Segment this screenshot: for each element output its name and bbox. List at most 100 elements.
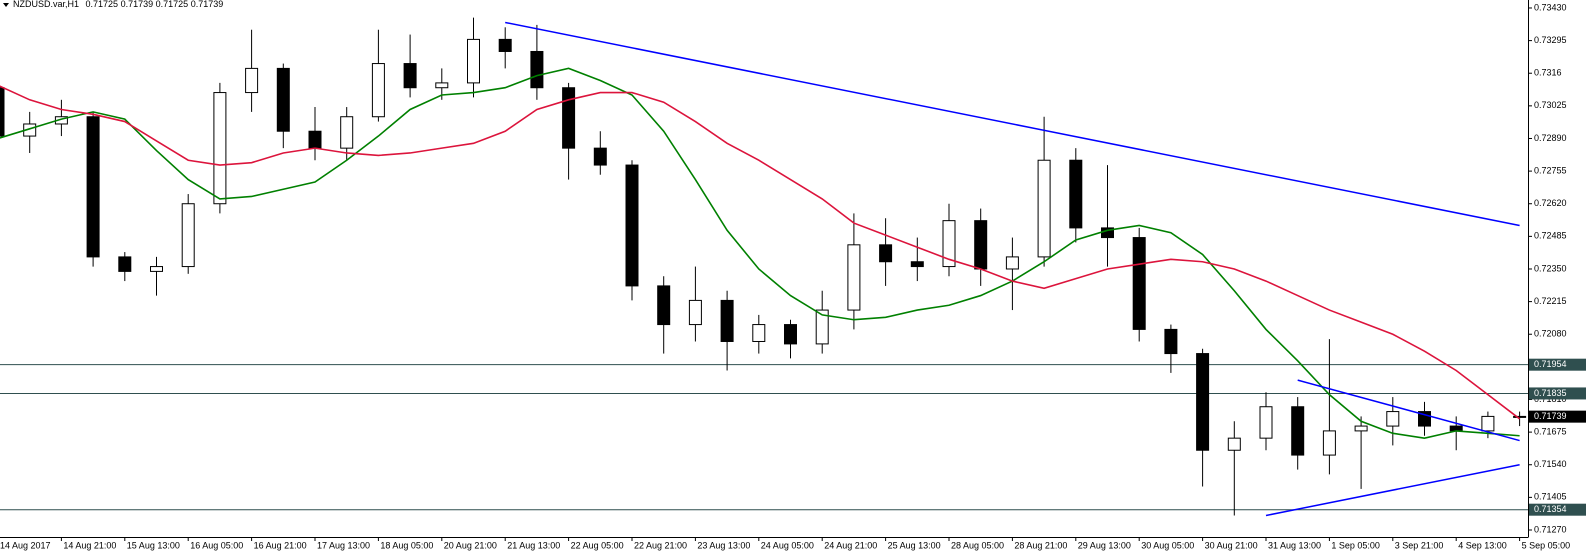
plot-area bbox=[0, 17, 1528, 517]
candle-body bbox=[688, 299, 702, 326]
candle-body bbox=[815, 309, 829, 345]
candle-body bbox=[403, 63, 417, 89]
candle-body bbox=[1481, 415, 1495, 432]
candle-body bbox=[1005, 256, 1019, 270]
y-tick-label: 0.72620 bbox=[1534, 198, 1567, 208]
current-price-box bbox=[1529, 410, 1586, 423]
candle-body bbox=[752, 324, 766, 342]
x-tick-label: 24 Aug 21:00 bbox=[824, 540, 877, 550]
candle-body bbox=[340, 116, 354, 149]
y-tick-label: 0.73025 bbox=[1534, 100, 1567, 110]
level-label-box bbox=[1529, 387, 1586, 400]
y-tick-label: 0.7316 bbox=[1534, 68, 1562, 78]
candle-body bbox=[1132, 237, 1146, 330]
level-label: 0.71354 bbox=[1534, 504, 1567, 514]
y-tick-label: 0.73430 bbox=[1534, 2, 1567, 12]
x-tick-label: 30 Aug 21:00 bbox=[1205, 540, 1258, 550]
candle-body bbox=[276, 67, 290, 132]
candle-body bbox=[1164, 328, 1178, 355]
candle-body bbox=[181, 203, 195, 268]
header: NZDUSD.var,H1 0.71725 0.71739 0.71725 0.… bbox=[13, 0, 223, 9]
x-tick-label: 4 Sep 13:00 bbox=[1458, 540, 1507, 550]
candle-body bbox=[910, 261, 924, 268]
candle-body bbox=[1259, 406, 1273, 439]
x-tick-label: 28 Aug 21:00 bbox=[1014, 540, 1067, 550]
header-icon bbox=[3, 3, 9, 7]
candle-body bbox=[1037, 159, 1051, 258]
x-tick-label: 30 Aug 05:00 bbox=[1141, 540, 1194, 550]
y-tick-label: 0.71405 bbox=[1534, 492, 1567, 502]
candle-body bbox=[1227, 437, 1241, 451]
candle-body bbox=[435, 82, 449, 89]
x-tick-label: 3 Sep 21:00 bbox=[1395, 540, 1444, 550]
y-tick-label: 0.71270 bbox=[1534, 524, 1567, 534]
x-tick-label: 16 Aug 21:00 bbox=[254, 540, 307, 550]
y-tick-label: 0.72350 bbox=[1534, 263, 1567, 273]
x-tick-label: 15 Aug 13:00 bbox=[127, 540, 180, 550]
candle-body bbox=[562, 87, 576, 149]
candle-body bbox=[530, 50, 544, 89]
x-tick-label: 14 Aug 21:00 bbox=[63, 540, 116, 550]
x-tick-label: 28 Aug 05:00 bbox=[951, 540, 1004, 550]
bar-open: 0.71725 bbox=[86, 0, 119, 9]
candle-body bbox=[308, 130, 322, 149]
candle-body bbox=[784, 324, 797, 345]
symbol: NZDUSD.var,H1 bbox=[13, 0, 79, 9]
candle-body bbox=[942, 220, 956, 268]
y-tick-label: 0.72080 bbox=[1534, 329, 1567, 339]
candle-body bbox=[847, 244, 861, 311]
candle-body bbox=[371, 63, 385, 118]
y-tick-label: 0.73295 bbox=[1534, 35, 1567, 45]
x-tick-label: 14 Aug 2017 bbox=[0, 540, 51, 550]
candle-body bbox=[1069, 159, 1083, 229]
y-tick-label: 0.72215 bbox=[1534, 296, 1567, 306]
level-label-box bbox=[1529, 358, 1586, 371]
x-tick-label: 18 Aug 05:00 bbox=[380, 540, 433, 550]
candle-body bbox=[1513, 415, 1527, 418]
x-tick-label: 29 Aug 13:00 bbox=[1078, 540, 1131, 550]
candle-body bbox=[1354, 425, 1368, 432]
candle-body bbox=[213, 92, 227, 205]
candle-body bbox=[86, 116, 100, 258]
x-tick-label: 31 Aug 13:00 bbox=[1268, 540, 1321, 550]
candle-body bbox=[720, 299, 734, 342]
candle-body bbox=[593, 147, 607, 166]
level-label: 0.71835 bbox=[1534, 388, 1567, 398]
level-label: 0.71954 bbox=[1534, 359, 1567, 369]
y-tick-label: 0.72755 bbox=[1534, 165, 1567, 175]
candle-body bbox=[1386, 411, 1400, 427]
x-tick-label: 16 Aug 05:00 bbox=[190, 540, 243, 550]
x-tick-label: 22 Aug 21:00 bbox=[634, 540, 687, 550]
x-tick-label: 23 Aug 13:00 bbox=[697, 540, 750, 550]
x-tick-label: 1 Sep 05:00 bbox=[1331, 540, 1380, 550]
candle-body bbox=[657, 285, 671, 326]
x-tick-label: 5 Sep 05:00 bbox=[1522, 540, 1571, 550]
trendline bbox=[1297, 379, 1520, 442]
candle-body bbox=[245, 67, 259, 94]
trendline bbox=[505, 21, 1520, 227]
candle-body bbox=[879, 244, 893, 263]
x-tick-label: 17 Aug 13:00 bbox=[317, 540, 370, 550]
bar-high: 0.71739 bbox=[121, 0, 154, 9]
candle-body bbox=[0, 87, 5, 137]
candle-body bbox=[498, 38, 512, 52]
x-tick-label: 25 Aug 13:00 bbox=[888, 540, 941, 550]
y-tick-label: 0.72485 bbox=[1534, 231, 1567, 241]
candle-body bbox=[1196, 353, 1210, 451]
current-price-label: 0.71739 bbox=[1534, 411, 1567, 421]
y-tick-label: 0.72890 bbox=[1534, 133, 1567, 143]
bar-close: 0.71739 bbox=[191, 0, 224, 9]
candle-body bbox=[467, 38, 480, 84]
bar-low: 0.71725 bbox=[156, 0, 189, 9]
candle-body bbox=[1322, 430, 1336, 456]
y-tick-label: 0.71675 bbox=[1534, 426, 1567, 436]
x-tick-label: 20 Aug 21:00 bbox=[444, 540, 497, 550]
x-tick-label: 21 Aug 13:00 bbox=[507, 540, 560, 550]
candle-body bbox=[974, 220, 988, 270]
moving-average bbox=[0, 85, 1521, 420]
level-label-box bbox=[1529, 503, 1586, 516]
